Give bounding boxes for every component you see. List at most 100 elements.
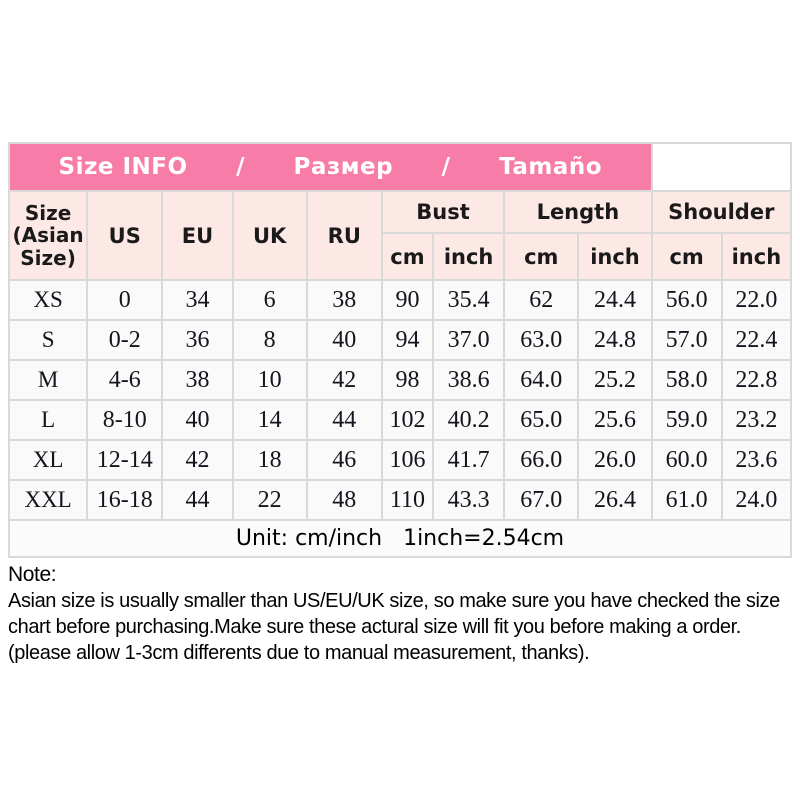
data-cell: 0-2 [86, 319, 164, 361]
header-length: Length [503, 190, 653, 234]
data-cell: 106 [380, 439, 435, 481]
table-row: XS 0 34 6 38 90 35.4 62 24.4 56.0 22.0 [7, 279, 793, 321]
data-cell: 38.6 [431, 359, 506, 401]
header-uk: UK [231, 190, 308, 281]
data-cell: 24.4 [577, 279, 653, 321]
data-cell: 22 [231, 479, 308, 521]
size-cell: XXL [7, 479, 89, 521]
table-row: XXL 16-18 44 22 48 110 43.3 67.0 26.4 61.0 24.0 [7, 479, 793, 521]
data-cell: 18 [231, 439, 308, 481]
data-cell: 67.0 [503, 479, 580, 521]
data-cell: 26.4 [577, 479, 653, 521]
data-cell: 35.4 [431, 279, 506, 321]
table-row: L 8-10 40 14 44 102 40.2 65.0 25.6 59.0 23.2 [7, 399, 793, 441]
data-cell: 14 [231, 399, 308, 441]
banner-cell: Size INFO / Размер / Tamaño [8, 142, 653, 192]
data-cell: 63.0 [503, 319, 580, 361]
data-cell: 66.0 [503, 439, 580, 481]
data-cell: 58.0 [650, 359, 723, 401]
header-ru: RU [305, 190, 383, 281]
banner-title: Size INFO / Размер / Tamaño [11, 154, 650, 180]
banner-empty-cell [650, 142, 793, 192]
data-cell: 10 [231, 359, 308, 401]
table-row: M 4-6 38 10 42 98 38.6 64.0 25.2 58.0 22.8 [7, 359, 793, 401]
data-cell: 40 [161, 399, 234, 441]
data-cell: 22.4 [720, 319, 793, 361]
data-cell: 94 [380, 319, 435, 361]
note-body: Asian size is usually smaller than US/EU… [8, 590, 780, 664]
data-cell: 43.3 [431, 479, 506, 521]
data-cell: 24.8 [577, 319, 653, 361]
size-cell: S [7, 319, 89, 361]
header-shoulder-cm: cm [650, 232, 723, 281]
unit-note-row: Unit: cm/inch 1inch=2.54cm [8, 519, 792, 558]
data-cell: 110 [380, 479, 435, 521]
data-cell: 48 [305, 479, 383, 521]
header-length-cm: cm [503, 232, 580, 281]
header-shoulder-inch: inch [720, 232, 793, 281]
data-cell: 98 [380, 359, 435, 401]
unit-header-row: cm inch cm inch cm inch [9, 232, 793, 281]
data-cell: 22.0 [720, 279, 793, 321]
header-us: US [86, 190, 164, 281]
data-cell: 24.0 [720, 479, 793, 521]
note-section: Note: Asian size is usually smaller than… [8, 562, 794, 666]
data-cell: 34 [161, 279, 234, 321]
banner-separator: / [236, 154, 245, 180]
data-cell: 42 [305, 359, 383, 401]
data-cell: 25.6 [577, 399, 653, 441]
data-cell: 44 [305, 399, 383, 441]
data-cell: 64.0 [503, 359, 580, 401]
header-bust: Bust [380, 190, 506, 234]
header-eu: EU [161, 190, 234, 281]
data-cell: 36 [161, 319, 234, 361]
data-cell: 57.0 [650, 319, 723, 361]
data-cell: 0 [86, 279, 164, 321]
data-cell: 26.0 [577, 439, 653, 481]
table-row: S 0-2 36 8 40 94 37.0 63.0 24.8 57.0 22.4 [7, 319, 793, 361]
note-title: Note: [8, 563, 57, 586]
data-cell: 40 [305, 319, 383, 361]
data-cell: 12-14 [86, 439, 164, 481]
table-row: XL 12-14 42 18 46 106 41.7 66.0 26.0 60.0 23.6 [7, 439, 793, 481]
data-cell: 6 [231, 279, 308, 321]
group-header-row: Size (Asian Size) US EU UK RU Bust Lengt… [7, 190, 793, 281]
banner-separator: / [441, 154, 451, 180]
data-cell: 44 [161, 479, 234, 521]
data-cell: 37.0 [431, 319, 506, 361]
size-cell: XS [7, 279, 89, 321]
size-cell: L [7, 399, 89, 441]
banner-text: Размер [293, 154, 394, 180]
size-asian-header: Size (Asian Size) [7, 190, 89, 281]
data-cell: 23.2 [720, 399, 793, 441]
data-cell: 41.7 [431, 439, 506, 481]
data-cell: 16-18 [86, 479, 164, 521]
data-cell: 59.0 [650, 399, 723, 441]
header-shoulder: Shoulder [650, 190, 793, 234]
data-cell: 8-10 [86, 399, 164, 441]
data-cell: 25.2 [577, 359, 653, 401]
data-cell: 65.0 [503, 399, 580, 441]
data-cell: 40.2 [431, 399, 506, 441]
data-cell: 46 [305, 439, 383, 481]
data-cell: 102 [380, 399, 435, 441]
data-cell: 42 [161, 439, 234, 481]
size-table: Size INFO / Размер / Tamaño Size (Asian Size… [7, 142, 793, 558]
data-cell: 62 [503, 279, 580, 321]
data-cell: 61.0 [650, 479, 723, 521]
data-cell: 22.8 [720, 359, 793, 401]
data-cell: 38 [161, 359, 234, 401]
banner-text: Size INFO [58, 154, 188, 180]
size-cell: M [7, 359, 89, 401]
banner-text: Tamaño [499, 154, 602, 180]
data-cell: 56.0 [650, 279, 723, 321]
data-cell: 23.6 [720, 439, 793, 481]
header-length-inch: inch [577, 232, 653, 281]
header-bust-cm: cm [380, 232, 435, 281]
data-cell: 38 [305, 279, 383, 321]
data-cell: 60.0 [650, 439, 723, 481]
data-cell: 4-6 [86, 359, 164, 401]
data-cell: 8 [231, 319, 308, 361]
banner-row: Size INFO / Размер / Tamaño [8, 142, 793, 192]
